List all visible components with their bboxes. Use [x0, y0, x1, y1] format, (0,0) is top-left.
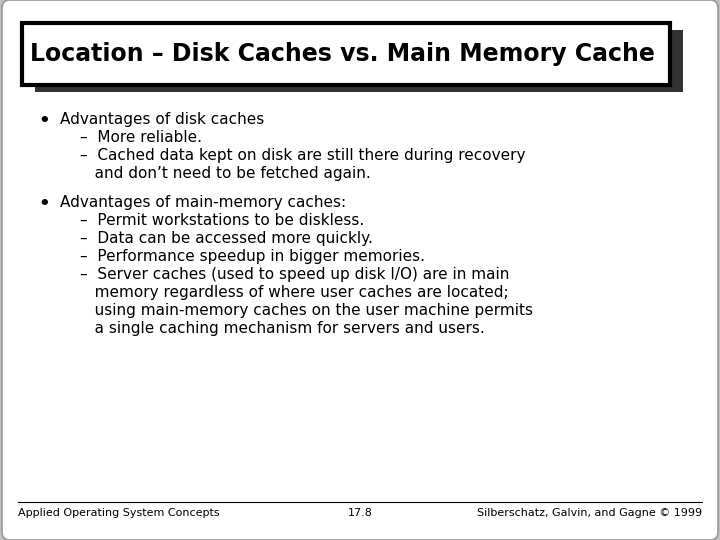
Text: a single caching mechanism for servers and users.: a single caching mechanism for servers a… [80, 321, 485, 336]
Text: –  Data can be accessed more quickly.: – Data can be accessed more quickly. [80, 231, 373, 246]
Bar [35, 30, 683, 92]
Text: Location – Disk Caches vs. Main Memory Cache: Location – Disk Caches vs. Main Memory C… [30, 42, 655, 66]
Text: Applied Operating System Concepts: Applied Operating System Concepts [18, 508, 220, 518]
Text: –  Permit workstations to be diskless.: – Permit workstations to be diskless. [80, 213, 364, 228]
Text: using main-memory caches on the user machine permits: using main-memory caches on the user mac… [80, 303, 533, 318]
Text: –  Performance speedup in bigger memories.: – Performance speedup in bigger memories… [80, 249, 425, 264]
Text: Advantages of main-memory caches:: Advantages of main-memory caches: [60, 195, 346, 210]
Bar [22, 23, 670, 85]
Text: Advantages of disk caches: Advantages of disk caches [60, 112, 264, 127]
Text: memory regardless of where user caches are located;: memory regardless of where user caches a… [80, 285, 508, 300]
Text: •: • [38, 112, 50, 130]
Text: –  Server caches (used to speed up disk I/O) are in main: – Server caches (used to speed up disk I… [80, 267, 509, 282]
Text: 17.8: 17.8 [348, 508, 372, 518]
Text: and don’t need to be fetched again.: and don’t need to be fetched again. [80, 166, 371, 181]
Text: Silberschatz, Galvin, and Gagne © 1999: Silberschatz, Galvin, and Gagne © 1999 [477, 508, 702, 518]
Text: •: • [38, 195, 50, 213]
Text: –  More reliable.: – More reliable. [80, 130, 202, 145]
Text: –  Cached data kept on disk are still there during recovery: – Cached data kept on disk are still the… [80, 148, 526, 163]
